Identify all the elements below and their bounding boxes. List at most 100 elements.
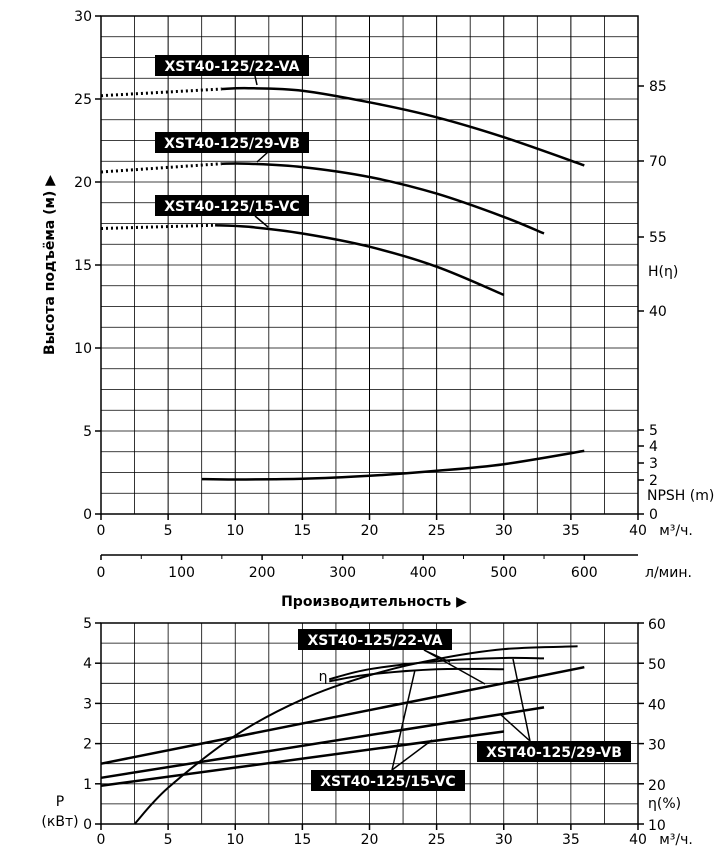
curve2-label-leader [499,713,531,742]
lmin-tick-label: 500 [490,565,517,581]
p-axis-label-line2: (кВт) [41,814,78,830]
x-tick-label: 5 [164,523,173,539]
head-curve-dotted-1 [100,162,222,174]
head-curve-dotted-0 [100,87,222,98]
y-tick-label: 20 [74,175,92,191]
lmin-tick-label: 300 [329,565,356,581]
curve-label-box-1: XST40-125/29-VB [155,132,309,153]
power-curve-5 [100,730,504,788]
power-curve-3 [100,665,585,765]
right-npsh-tick-label: 5 [649,423,658,439]
right-eta-axis-label: H(η) [648,264,678,280]
eta-tick-label: 40 [648,697,666,713]
eta-tick-label: 30 [648,738,666,754]
right-eta-tick-label: 70 [649,154,667,170]
efficiency-curve-2 [329,667,504,683]
x2-tick-label: 10 [226,832,244,848]
curve2-label-bg [477,741,631,762]
lmin-tick-label: 100 [168,565,195,581]
x2-tick-label: 5 [164,832,173,848]
y-tick-label: 15 [74,258,92,274]
curve-label: XST40-125/15-VC [164,199,299,215]
curve2-label-bg [311,770,465,791]
x-tick-label: 40 [629,523,647,539]
head-curve-dotted-2 [100,223,216,230]
eta-tick-label: 60 [648,617,666,633]
curve2-label-box-0: XST40-125/22-VA [298,629,452,650]
curve2-label: XST40-125/22-VA [307,633,442,649]
curve-label: XST40-125/22-VA [164,59,299,75]
power-curve-4 [100,706,545,780]
curve2-label-box-2: XST40-125/15-VC [311,770,465,791]
eta-tick-label: 20 [648,778,666,794]
x2-tick-label: 20 [361,832,379,848]
lmin-tick-label: 200 [249,565,276,581]
right-eta-tick-label: 55 [649,230,667,246]
x-tick-label: 10 [226,523,244,539]
npsh-curve [201,449,585,481]
head-curve-2 [215,223,505,297]
x-tick-label: 0 [97,523,106,539]
y-axis-title: Высота подъёма (м) ▶ [42,175,58,355]
x-tick-label: 35 [562,523,580,539]
x2-tick-label: 40 [629,832,647,848]
eta-tick-label: 10 [648,818,666,834]
right-npsh-axis-label: NPSH (m) [647,488,714,504]
x-tick-label: 30 [495,523,513,539]
y2-tick-label: 2 [83,737,92,753]
x2-tick-label: 0 [97,832,106,848]
x2-tick-label: 25 [428,832,446,848]
curve2-label: XST40-125/15-VC [320,774,455,790]
right-npsh-tick-label: 2 [649,473,658,489]
right-npsh-tick-label: 4 [649,439,658,455]
right-npsh-tick-label: 0 [649,507,658,523]
y2-tick-label: 4 [83,656,92,672]
y2-tick-label: 0 [83,817,92,833]
x2-tick-label: 15 [293,832,311,848]
y-tick-label: 0 [83,507,92,523]
lmin-unit-label: л/мин. [645,565,692,581]
curve-label: XST40-125/29-VB [164,136,300,152]
x2-unit-label: м³/ч. [659,832,693,848]
y-tick-label: 25 [74,92,92,108]
curve2-label-leader [391,669,416,771]
curve-label-bg [155,55,309,76]
curve2-label-leader [391,739,433,771]
head-curve-1 [221,162,545,235]
y-tick-label: 5 [83,424,92,440]
curve2-label: XST40-125/29-VB [486,745,622,761]
y-tick-label: 30 [74,9,92,25]
eta-curve-label: η [319,669,328,685]
curve-label-leader [254,75,258,86]
curve-label-leader [254,215,269,228]
curve2-label-leader [423,649,451,663]
lmin-tick-label: 600 [571,565,598,581]
curve2-label-bg [298,629,452,650]
right-eta-tick-label: 40 [649,304,667,320]
x-unit-label: м³/ч. [659,523,693,539]
y2-tick-label: 3 [83,696,92,712]
lmin-tick-label: 0 [97,565,106,581]
y-tick-label: 10 [74,341,92,357]
x-tick-label: 25 [428,523,446,539]
x-tick-label: 20 [361,523,379,539]
curve-label-box-2: XST40-125/15-VC [155,195,309,216]
right-npsh-tick-label: 3 [649,456,658,472]
curve2-label-leader [423,649,486,685]
right-eta-tick-label: 85 [649,79,667,95]
curve2-label-leader [512,658,531,742]
curve-label-bg [155,195,309,216]
x2-tick-label: 30 [495,832,513,848]
eta-tick-label: 50 [648,657,666,673]
lmin-tick-label: 400 [410,565,437,581]
curve-label-box-0: XST40-125/22-VA [155,55,309,76]
curve-label-leader [256,151,269,163]
y2-tick-label: 5 [83,616,92,632]
p-axis-label-line1: P [56,794,64,810]
curve-label-bg [155,132,309,153]
x-tick-label: 15 [293,523,311,539]
efficiency-curve-1 [328,656,545,681]
x2-tick-label: 35 [562,832,580,848]
head-curve-0 [221,86,585,167]
